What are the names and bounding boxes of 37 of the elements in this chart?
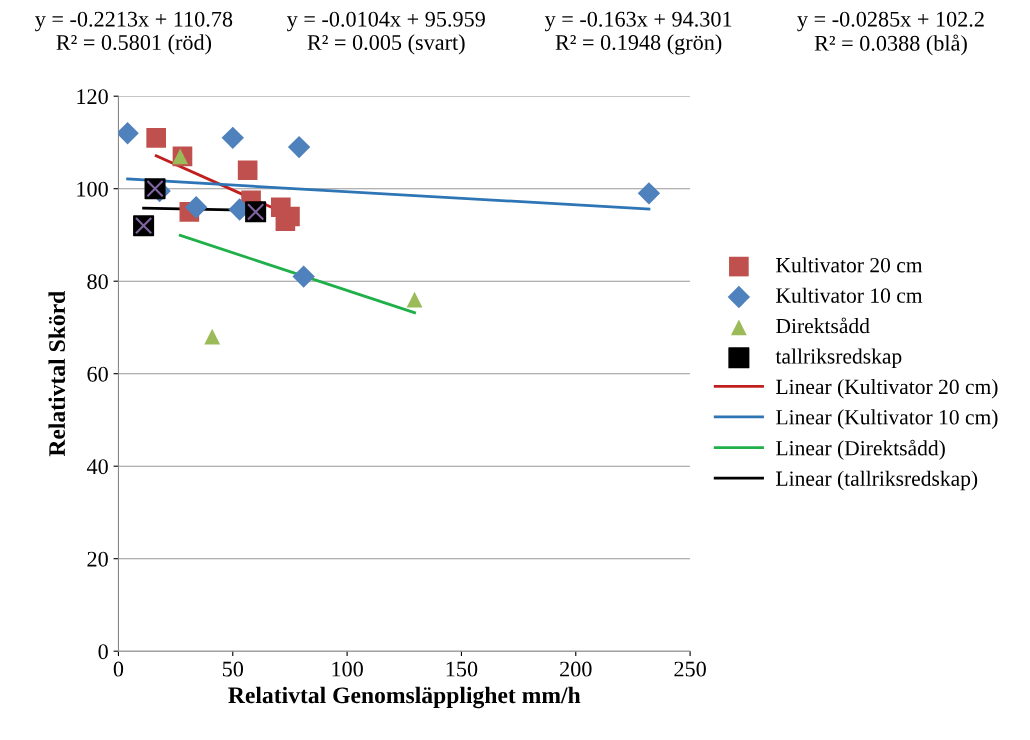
point [292,265,315,288]
point [185,196,208,219]
x-tick-label: 50 [222,661,244,677]
y-tick-label: 40 [86,459,108,475]
legend-label: Linear (Kultivator 10 cm) [776,409,998,429]
y-tick-label: 120 [77,89,108,105]
point [146,128,166,148]
legend-label: Linear (Direktsådd) [776,439,945,460]
text: y = -0.2213x + 110.78 R² = 0.5801 (röd) [35,11,233,55]
text: y = -0.0285x + 102.2 R² = 0.0388 (blå) [797,11,984,56]
point [637,182,661,205]
y-tick-label: 100 [77,181,108,197]
y-axis-title: Relativtal Skörd [48,290,66,457]
point [221,126,244,150]
point [118,122,139,145]
x-tick-label: 150 [446,661,478,677]
legend-label: Kultivator 10 cm [776,287,923,303]
x-tick-label: 100 [332,661,363,677]
y-tick-label: 60 [87,366,108,382]
point [237,160,258,181]
text: y = -0.163x + 94.301 R² = 0.1948 (grön) [544,11,732,55]
x-tick-label: 250 [674,661,706,677]
x-axis-title: Relativtal Genomsläpplighet mm/h [228,686,581,709]
legend-label: Linear (Kultivator 20 cm) [776,378,998,399]
legend-label: tallriksredskap [775,348,902,369]
text: y = -0.0104x + 95.959 R² = 0.005 (svart) [286,11,485,55]
point [406,291,423,308]
legend-label: Linear (tallriksredskap) [776,470,978,491]
y-tick-label: 0 [98,644,108,660]
point [204,328,221,345]
point [287,135,311,159]
x-tick-label: 0 [113,661,124,677]
legend-label: Kultivator 20 cm [776,257,923,273]
y-tick-label: 80 [87,274,108,290]
x-tick-label: 200 [560,661,592,677]
y-tick-label: 20 [87,551,108,567]
legend-label: Direktsådd [776,317,870,334]
